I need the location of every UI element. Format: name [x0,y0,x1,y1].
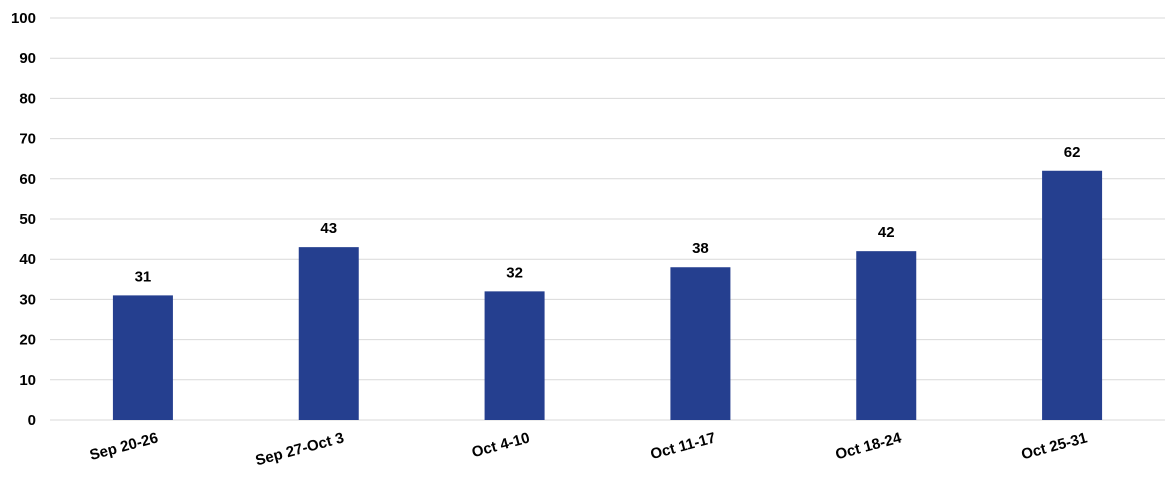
bars [112,170,1103,420]
x-category-label: Sep 27-Oct 3 [254,429,346,469]
y-tick-label: 0 [28,412,36,429]
y-tick-label: 60 [19,171,36,188]
bar [484,291,545,420]
bar-value-label: 43 [320,220,337,237]
y-axis-ticks: 0 10 20 30 40 50 60 70 80 90 100 [11,10,36,429]
bar-value-label: 32 [506,264,523,281]
y-tick-label: 70 [19,131,36,148]
x-category-label: Oct 25-31 [1019,429,1089,463]
y-tick-label: 10 [19,372,36,389]
x-category-label: Sep 20-26 [88,429,160,464]
data-labels: 31 43 32 38 42 62 [135,144,1081,286]
y-tick-label: 100 [11,10,36,27]
bar [670,267,731,420]
gridlines [50,17,1165,421]
x-category-label: Oct 11-17 [649,429,718,463]
y-tick-label: 30 [19,291,36,308]
bar [112,295,173,420]
x-category-label: Oct 4-10 [470,429,532,461]
bar-value-label: 42 [878,224,895,241]
bar [856,251,917,420]
y-tick-label: 80 [19,90,36,107]
bar-value-label: 31 [135,268,152,285]
y-tick-label: 50 [19,211,36,228]
x-category-label: Oct 18-24 [834,429,904,463]
y-tick-label: 20 [19,332,36,349]
bar-value-label: 38 [692,240,709,257]
y-tick-label: 90 [19,50,36,67]
bar [298,247,359,420]
bar [1042,170,1103,420]
x-axis-labels: Sep 20-26 Sep 27-Oct 3 Oct 4-10 Oct 11-17 Oc… [88,429,1089,469]
y-tick-label: 40 [19,251,36,268]
bar-value-label: 62 [1064,144,1081,161]
